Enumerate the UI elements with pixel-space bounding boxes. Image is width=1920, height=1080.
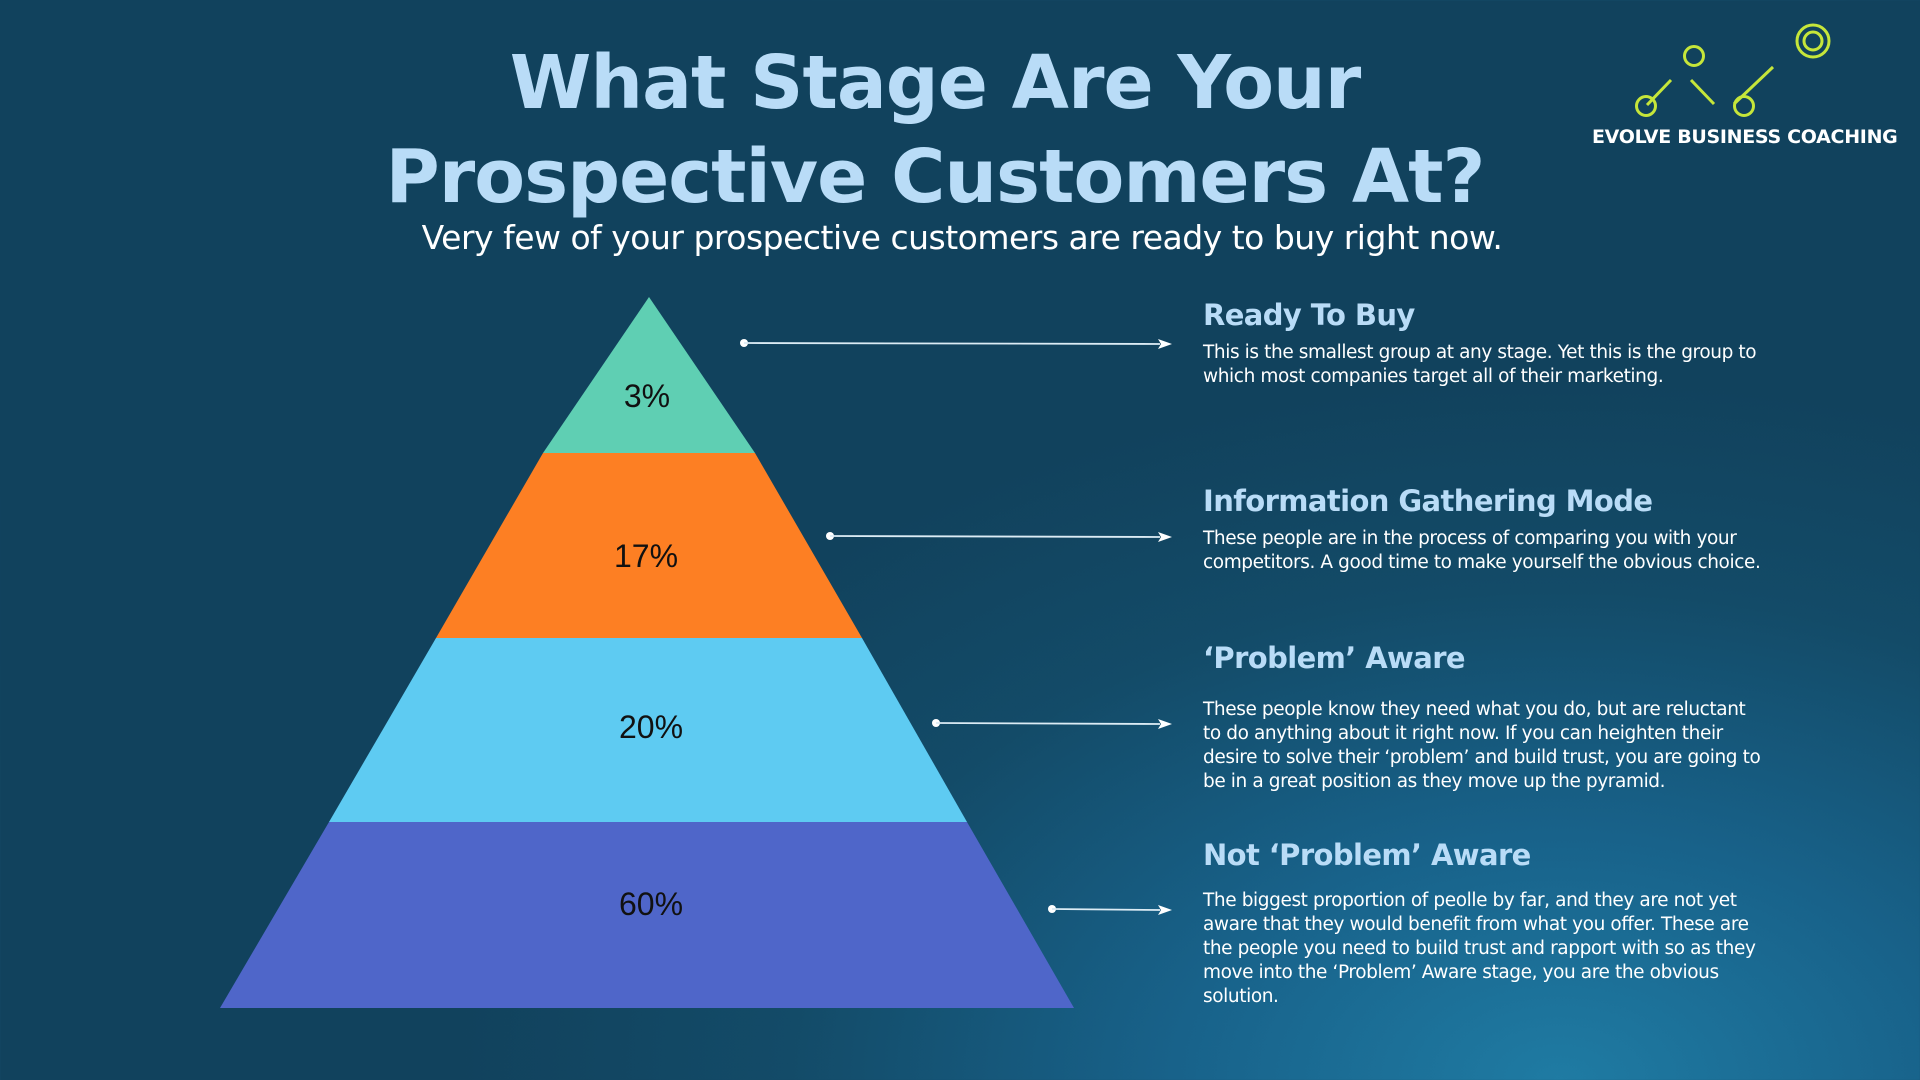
connector-arrow-1 xyxy=(740,339,1172,349)
stage-information-gathering: Information Gathering Mode These people … xyxy=(1203,484,1763,575)
tier-percent-problem-aware: 20% xyxy=(618,709,684,745)
tier-percent-ready-to-buy: 3% xyxy=(623,378,671,414)
stage-description: The biggest proportion of peolle by far,… xyxy=(1203,889,1756,1007)
stage-description: These people know they need what you do,… xyxy=(1203,698,1761,792)
tier-percent-information-gathering: 17% xyxy=(613,538,679,574)
stage-title: Ready To Buy xyxy=(1203,298,1415,332)
connector-arrow-2 xyxy=(826,532,1172,542)
pyramid-tier-information-gathering xyxy=(436,453,862,638)
trend-line-icon xyxy=(1635,23,1831,117)
stage-not-problem-aware: Not ‘Problem’ Aware The biggest proporti… xyxy=(1203,838,1763,1009)
connector-arrow-3 xyxy=(932,719,1172,729)
stage-title: Not ‘Problem’ Aware xyxy=(1203,838,1531,872)
pyramid-tier-problem-aware xyxy=(329,638,967,822)
connector-arrow-4 xyxy=(1048,905,1172,915)
stage-problem-aware: ‘Problem’ Aware These people know they n… xyxy=(1203,641,1763,794)
stage-description: These people are in the process of compa… xyxy=(1203,527,1761,573)
logo-text: EVOLVE BUSINESS COACHING xyxy=(1592,126,1898,148)
tier-percent-not-problem-aware: 60% xyxy=(618,886,684,922)
pyramid-tier-ready-to-buy xyxy=(543,297,755,453)
stage-description: This is the smallest group at any stage.… xyxy=(1203,341,1757,387)
stage-title: Information Gathering Mode xyxy=(1203,484,1653,518)
page-subtitle: Very few of your prospective customers a… xyxy=(421,218,1503,257)
page-title-line-1: What Stage Are Your xyxy=(509,40,1361,126)
logo: EVOLVE BUSINESS COACHING xyxy=(1588,20,1898,150)
pyramid-tier-not-problem-aware xyxy=(220,822,1074,1008)
page-title-line-2: Prospective Customers At? xyxy=(385,134,1486,220)
stage-ready-to-buy: Ready To Buy This is the smallest group … xyxy=(1203,298,1763,389)
stage-title: ‘Problem’ Aware xyxy=(1203,641,1466,675)
